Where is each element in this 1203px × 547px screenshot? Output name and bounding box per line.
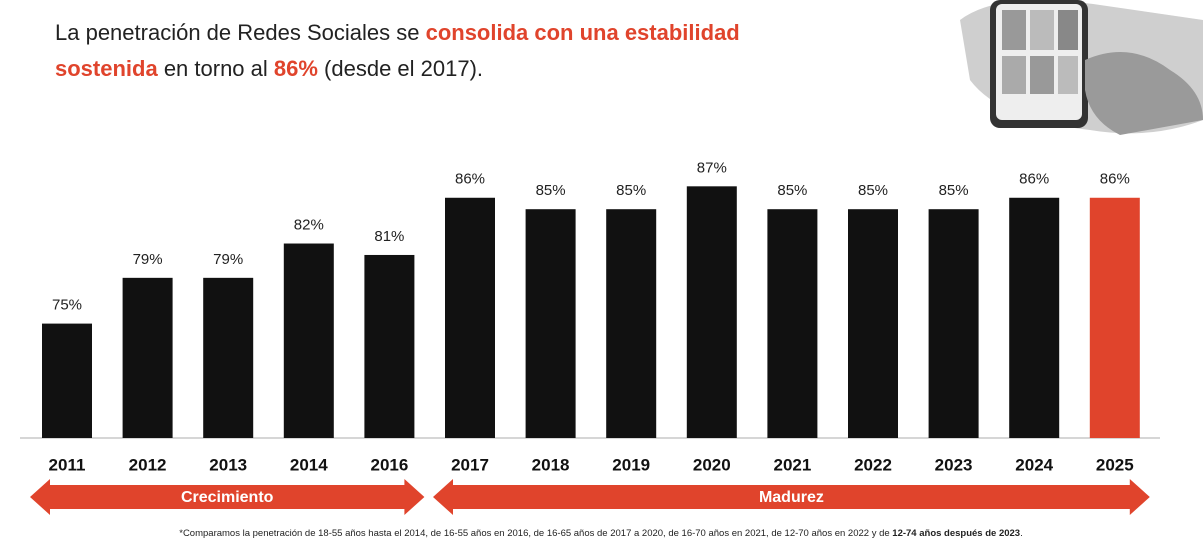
phase-label: Madurez — [759, 489, 824, 506]
bar — [1089, 197, 1140, 438]
x-tick-label: 2013 — [209, 455, 247, 474]
x-tick-label: 2016 — [370, 455, 408, 474]
value-label: 85% — [777, 182, 807, 199]
value-label: 75% — [52, 297, 82, 314]
bar — [767, 209, 818, 438]
value-label: 81% — [374, 228, 404, 245]
footnote-part: . — [1020, 528, 1023, 539]
value-label: 85% — [536, 182, 566, 199]
value-label: 85% — [858, 182, 888, 199]
value-label: 87% — [697, 159, 727, 176]
x-tick-label: 2019 — [612, 455, 650, 474]
bar — [686, 186, 737, 438]
x-tick-label: 2023 — [935, 455, 973, 474]
title-part: (desde el 2017). — [318, 56, 483, 81]
value-label: 86% — [455, 171, 485, 188]
footnote-part: *Comparamos la penetración de 18-55 años… — [179, 528, 892, 539]
title-part: en torno al — [158, 56, 274, 81]
bar — [203, 277, 254, 438]
phase-arrow — [30, 479, 425, 515]
phone-image — [960, 0, 1203, 135]
title-line: La penetración de Redes Sociales se cons… — [55, 20, 740, 45]
phase-arrow — [433, 479, 1150, 515]
x-tick-label: 2012 — [129, 455, 167, 474]
bar — [122, 277, 173, 438]
title-line: sostenida en torno al 86% (desde el 2017… — [55, 56, 483, 81]
bar — [1009, 197, 1060, 438]
footnote-part: 12-74 años después de 2023 — [892, 528, 1020, 539]
x-tick-label: 2018 — [532, 455, 570, 474]
footnote: *Comparamos la penetración de 18-55 años… — [179, 528, 1022, 539]
x-tick-label: 2021 — [773, 455, 811, 474]
title-part: sostenida — [55, 56, 158, 81]
x-tick-label: 2024 — [1015, 455, 1053, 474]
value-label: 79% — [133, 251, 163, 268]
bar — [606, 209, 657, 438]
phase-label: Crecimiento — [181, 489, 274, 506]
title-part: consolida con una estabilidad — [426, 20, 740, 45]
bar — [525, 209, 576, 438]
value-label: 85% — [939, 182, 969, 199]
value-label: 79% — [213, 251, 243, 268]
bar — [364, 254, 415, 438]
value-label: 85% — [616, 182, 646, 199]
bar — [445, 197, 495, 438]
x-tick-label: 2022 — [854, 455, 892, 474]
x-tick-label: 2020 — [693, 455, 731, 474]
value-label: 86% — [1100, 171, 1130, 188]
bar — [928, 209, 979, 438]
value-label: 86% — [1019, 171, 1049, 188]
x-tick-label: 2025 — [1096, 455, 1134, 474]
title-part: La penetración de Redes Sociales se — [55, 20, 426, 45]
bar — [848, 209, 898, 438]
x-tick-label: 2011 — [49, 455, 86, 474]
title-part: 86% — [274, 56, 318, 81]
bar — [42, 323, 92, 438]
bar — [283, 243, 334, 438]
x-tick-label: 2014 — [290, 455, 328, 474]
x-tick-label: 2017 — [451, 455, 489, 474]
value-label: 82% — [294, 216, 324, 233]
